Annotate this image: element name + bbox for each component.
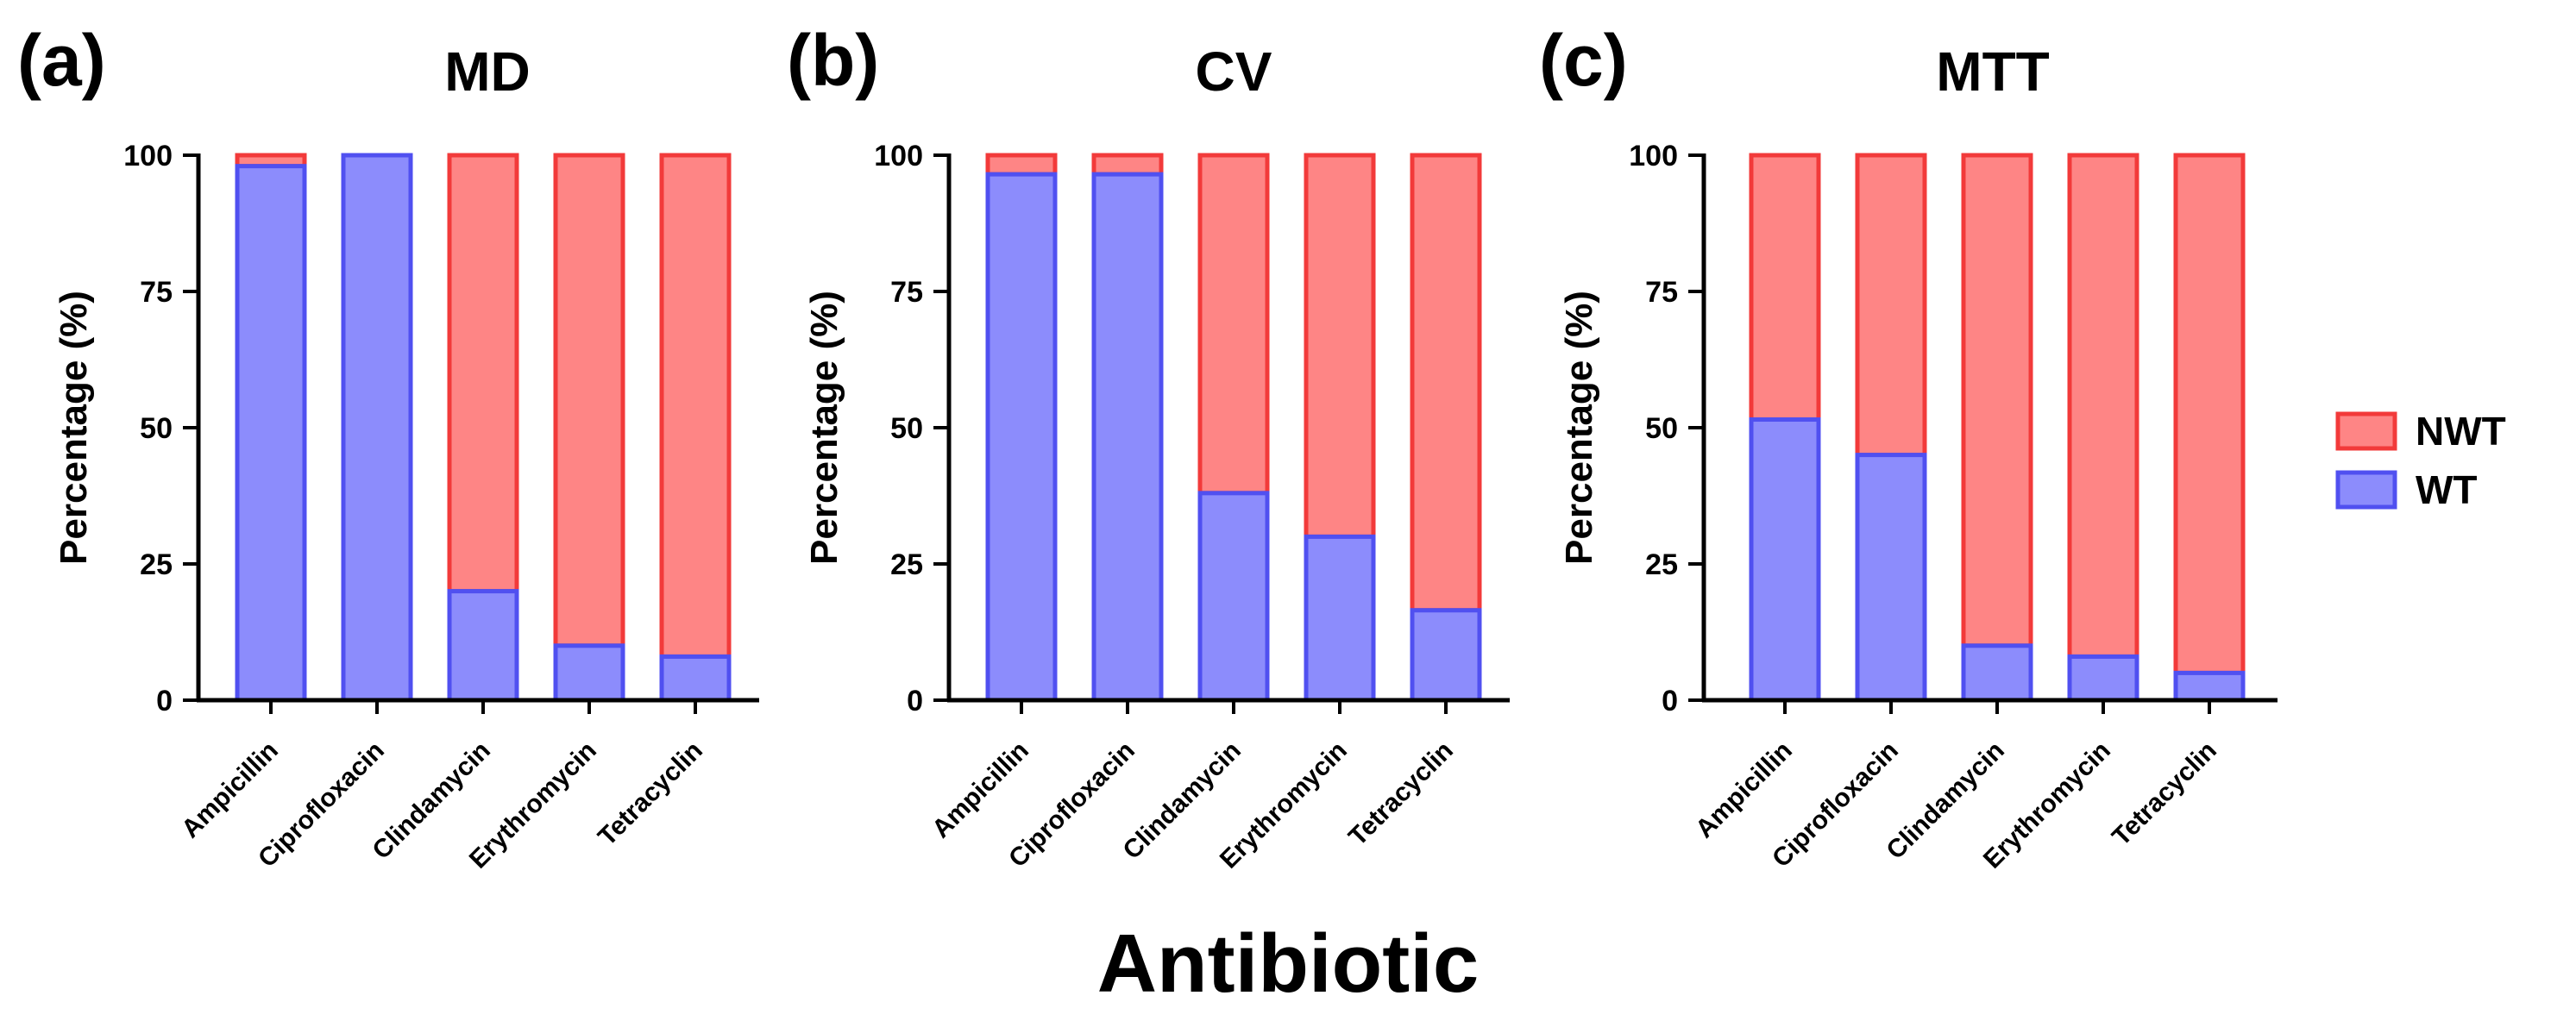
y-tick-label: 50 xyxy=(1645,412,1678,445)
y-tick-label: 0 xyxy=(1662,685,1678,717)
y-tick-label: 75 xyxy=(140,276,173,309)
chart-title: MTT xyxy=(1936,41,2050,103)
bar-wt xyxy=(341,153,413,703)
bar-wt xyxy=(1855,453,1927,703)
panel-letter-a: (a) xyxy=(17,20,106,101)
bar-nwt xyxy=(2067,153,2139,659)
bar-wt xyxy=(553,643,625,703)
panel-letter-b: (b) xyxy=(787,20,880,101)
chart-title: CV xyxy=(1196,41,1272,103)
bar-nwt xyxy=(659,153,732,659)
x-tick-label: Tetracyclin xyxy=(2107,736,2222,852)
y-tick-label: 50 xyxy=(140,412,173,445)
bar-wt xyxy=(1197,491,1270,703)
bar-nwt xyxy=(1410,153,1482,613)
legend-swatch-nwt xyxy=(2335,411,2397,451)
y-tick-label: 25 xyxy=(140,548,173,581)
bar-wt xyxy=(2067,654,2139,703)
bar-nwt xyxy=(985,153,1058,177)
bar-wt xyxy=(1961,643,2033,703)
chart-title: MD xyxy=(444,41,531,103)
bar-wt xyxy=(659,654,732,703)
y-axis-label: Percentage (%) xyxy=(53,291,95,565)
legend-swatch-wt xyxy=(2335,470,2397,510)
panel-letter-c: (c) xyxy=(1539,20,1628,101)
bar-nwt xyxy=(2173,153,2246,675)
y-tick-label: 25 xyxy=(1645,548,1678,581)
x-tick-label: Ampicillin xyxy=(927,736,1034,844)
legend-label-wt: WT xyxy=(2416,467,2478,512)
bar-nwt xyxy=(1749,153,1821,423)
x-axis-title: Antibiotic xyxy=(1096,917,1480,1010)
x-tick-label: Ampicillin xyxy=(1690,736,1798,844)
y-tick-label: 25 xyxy=(890,548,923,581)
y-tick-label: 50 xyxy=(890,412,923,445)
y-tick-label: 0 xyxy=(907,685,923,717)
bar-nwt xyxy=(1091,153,1164,177)
x-tick-label: Tetracyclin xyxy=(593,736,708,852)
y-axis-label: Percentage (%) xyxy=(1558,291,1600,565)
bar-nwt xyxy=(553,153,625,648)
bar-nwt xyxy=(1304,153,1376,539)
bar-wt xyxy=(1091,172,1164,703)
bar-wt xyxy=(2173,670,2246,703)
bar-nwt xyxy=(447,153,519,594)
bar-nwt xyxy=(1961,153,2033,648)
bar-wt xyxy=(1304,534,1376,703)
bar-wt xyxy=(985,172,1058,703)
y-tick-label: 75 xyxy=(1645,276,1678,309)
y-tick-label: 100 xyxy=(874,140,923,172)
x-tick-label: Tetracyclin xyxy=(1343,736,1459,852)
y-tick-label: 75 xyxy=(890,276,923,309)
y-tick-label: 0 xyxy=(156,685,173,717)
bar-wt xyxy=(1749,417,1821,703)
legend-label-nwt: NWT xyxy=(2416,409,2506,454)
bar-nwt xyxy=(1197,153,1270,496)
y-tick-label: 100 xyxy=(123,140,173,172)
bar-wt xyxy=(447,589,519,703)
bar-wt xyxy=(235,164,307,703)
x-tick-label: Ampicillin xyxy=(176,736,284,844)
y-tick-label: 100 xyxy=(1629,140,1678,172)
legend: NWT WT xyxy=(2335,409,2506,512)
bar-wt xyxy=(1410,608,1482,703)
bar-nwt xyxy=(1855,153,1927,458)
y-axis-label: Percentage (%) xyxy=(803,291,845,565)
